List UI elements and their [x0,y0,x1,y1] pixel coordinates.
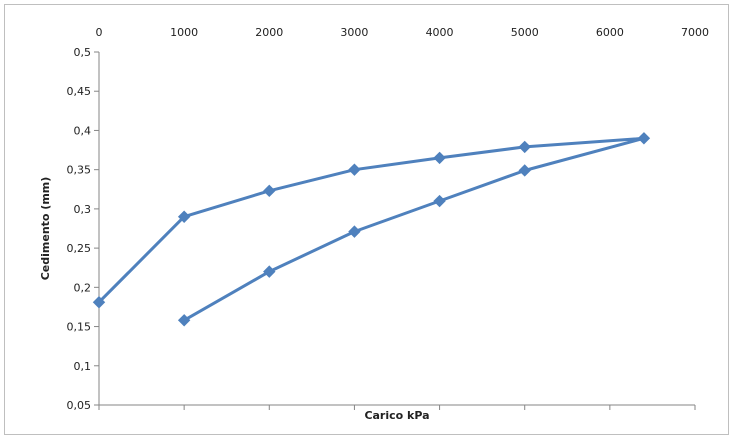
y-tick-label: 0,4 [74,124,92,137]
x-tick-label: 4000 [426,26,454,39]
x-tick-label: 5000 [511,26,539,39]
chart-svg: 0,05 0,1 0,15 0,2 0,25 0,3 0,35 0,4 0,45 0,5 0 1000… [39,26,709,422]
y-tick-label: 0,35 [67,164,92,177]
x-tick-label: 3000 [340,26,368,39]
data-point-marker [263,184,276,198]
y-tick-label: 0,5 [74,46,92,59]
y-tick-label: 0,25 [67,242,92,255]
data-point-marker [637,132,651,145]
series-line [97,136,646,322]
x-tick-label: 2000 [255,26,283,39]
data-point-marker [348,225,361,238]
data-point-marker [263,265,276,278]
data-point-marker [92,296,106,309]
data-point-marker [348,163,361,176]
x-tick-label: 6000 [596,26,624,39]
x-tick-label: 7000 [681,26,709,39]
y-tick-label: 0,45 [67,85,92,98]
x-tick-label: 1000 [170,26,198,39]
y-axis-title: Cedimento (mm) [39,177,52,281]
y-tick-label: 0,1 [74,360,92,373]
data-point-marker [433,194,446,208]
y-tick-label: 0,05 [67,399,92,412]
y-tick-label: 0,2 [74,281,92,294]
y-tick-label: 0,15 [67,321,92,334]
data-point-marker [518,140,531,154]
x-tick-label: 0 [96,26,103,39]
y-tick-label: 0,3 [74,203,92,216]
data-point-marker [177,314,191,327]
x-axis-title: Carico kPa [364,409,429,422]
data-point-marker [518,164,531,177]
data-point-marker [177,210,191,223]
chart-frame: 0,05 0,1 0,15 0,2 0,25 0,3 0,35 0,4 0,45 0,5 0 1000… [4,4,729,435]
data-point-marker [433,151,446,165]
